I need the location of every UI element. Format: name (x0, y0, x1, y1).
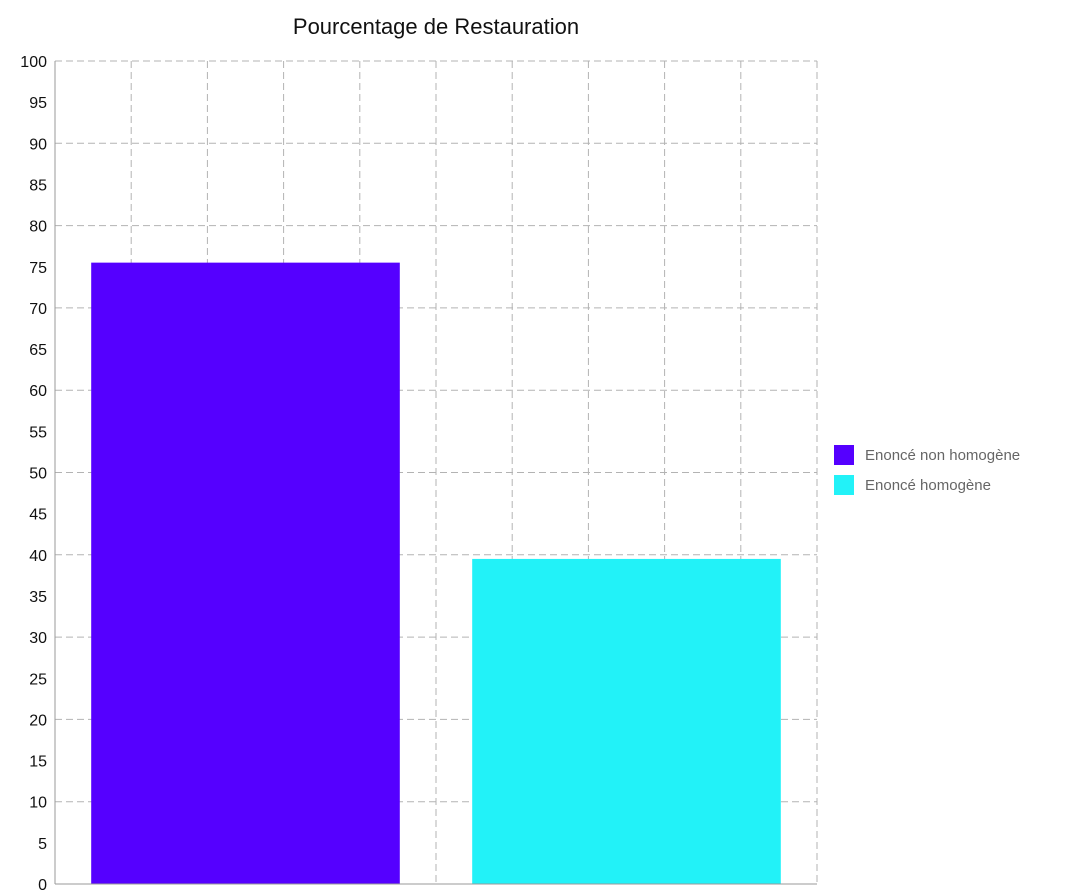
bars (91, 262, 781, 884)
y-tick-label: 85 (29, 177, 47, 194)
y-tick-label: 100 (20, 54, 47, 71)
chart-title: Pourcentage de Restauration (293, 14, 579, 39)
y-tick-label: 15 (29, 754, 47, 771)
y-tick-label: 90 (29, 136, 47, 153)
y-tick-label: 0 (38, 877, 47, 890)
y-tick-label: 50 (29, 466, 47, 483)
bar (472, 558, 781, 884)
y-tick-label: 65 (29, 342, 47, 359)
legend-swatch (834, 475, 854, 495)
y-tick-label: 95 (29, 95, 47, 112)
y-tick-label: 55 (29, 424, 47, 441)
legend: Enoncé non homogène Enoncé homogène (834, 445, 1020, 495)
y-tick-label: 75 (29, 260, 47, 277)
axes (54, 61, 817, 885)
y-axis-ticks: 0 5 10 15 20 25 30 35 40 45 50 55 60 65 70 75 80 85 90 95 10… (20, 54, 47, 890)
y-tick-label: 35 (29, 589, 47, 606)
bar (91, 262, 400, 884)
y-tick-label: 45 (29, 507, 47, 524)
y-tick-label: 40 (29, 548, 47, 565)
legend-label: Enoncé non homogène (865, 447, 1020, 464)
y-tick-label: 80 (29, 219, 47, 236)
y-tick-label: 25 (29, 671, 47, 688)
y-tick-label: 5 (38, 836, 47, 853)
y-tick-label: 70 (29, 301, 47, 318)
y-tick-label: 30 (29, 630, 47, 647)
y-tick-label: 20 (29, 712, 47, 729)
y-tick-label: 60 (29, 383, 47, 400)
y-tick-label: 10 (29, 795, 47, 812)
legend-label: Enoncé homogène (865, 477, 991, 494)
legend-swatch (834, 445, 854, 465)
